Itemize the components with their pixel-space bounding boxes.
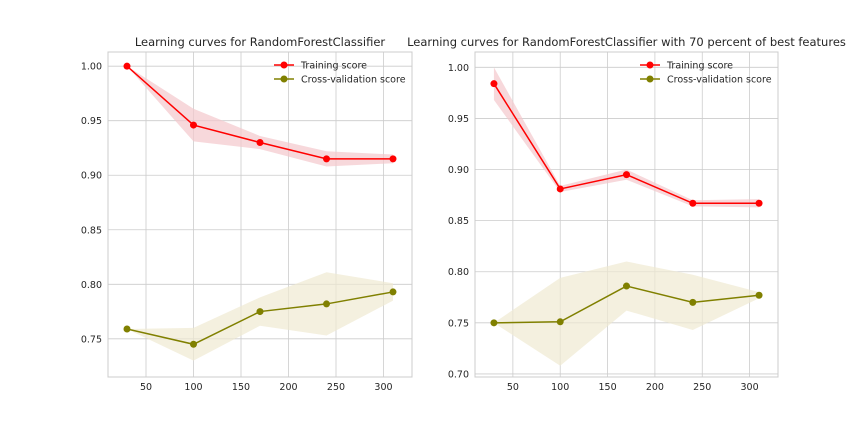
x-tick-label-4: 250 <box>327 382 345 393</box>
series-1-point-2 <box>256 139 264 147</box>
legend-label-2: Cross-validation score <box>301 75 406 86</box>
y-tick-label-2: 0.80 <box>448 267 469 278</box>
series-1-band <box>493 67 760 208</box>
series-2-point-4 <box>389 288 397 296</box>
axes-frame <box>474 51 779 378</box>
legend-label-2: Cross-validation score <box>667 75 772 86</box>
series-2-band <box>493 261 760 366</box>
series-2-band <box>127 272 393 361</box>
y-tick-label-3: 0.90 <box>81 171 102 182</box>
series-1-band <box>127 66 393 167</box>
x-tick-label-5: 300 <box>741 382 759 393</box>
y-tick-label-3: 0.85 <box>448 216 469 227</box>
axes-frame <box>107 51 413 378</box>
series-2-point-0 <box>123 325 131 333</box>
series-1-point-3 <box>323 155 330 163</box>
y-tick-label-4: 0.90 <box>448 165 469 176</box>
y-tick-label-4: 0.95 <box>81 116 102 127</box>
chart-2: 50 100 150 200 250 300 0.70 0.75 0.80 0.85 0.90 0.9… <box>407 35 846 393</box>
series-1-point-2 <box>623 171 630 179</box>
legend-label-1: Training score <box>666 61 733 72</box>
y-tick-label-2: 0.85 <box>81 225 102 236</box>
series-2-point-2 <box>623 282 630 290</box>
x-tick-label-1: 100 <box>184 382 202 393</box>
series-2-point-3 <box>323 300 330 308</box>
x-tick-label-0: 50 <box>507 382 519 393</box>
x-tick-label-1: 100 <box>551 382 569 393</box>
x-tick-label-0: 50 <box>140 382 152 393</box>
series-2-point-0 <box>490 319 498 327</box>
legend-marker-1 <box>646 61 654 69</box>
legend-marker-2 <box>280 75 288 83</box>
chart-1: 50 100 150 200 250 300 0.75 0.80 0.85 0.90 0.95 1.0… <box>81 35 413 393</box>
chart-title: Learning curves for RandomForestClassifi… <box>135 35 386 49</box>
y-tick-label-6: 1.00 <box>448 63 469 74</box>
series-2-point-1 <box>556 318 564 326</box>
y-tick-label-1: 0.75 <box>448 318 469 329</box>
plot-area <box>108 52 412 377</box>
y-tick-label-5: 1.00 <box>81 62 102 73</box>
series-1-point-0 <box>490 80 498 88</box>
x-tick-label-5: 300 <box>374 382 392 393</box>
series-1-point-0 <box>123 62 131 70</box>
y-tick-label-5: 0.95 <box>448 114 469 125</box>
x-tick-label-3: 200 <box>279 382 297 393</box>
x-tick-label-2: 150 <box>232 382 250 393</box>
series-1-point-4 <box>389 155 397 163</box>
series-2-point-3 <box>689 298 697 306</box>
series-2-point-4 <box>755 291 763 299</box>
y-tick-label-1: 0.80 <box>81 280 102 291</box>
x-tick-label-3: 200 <box>646 382 664 393</box>
x-tick-label-2: 150 <box>598 382 616 393</box>
series-1-point-1 <box>190 121 197 129</box>
x-tick-label-4: 250 <box>693 382 711 393</box>
legend-marker-2 <box>646 75 654 83</box>
series-1-point-4 <box>755 199 763 207</box>
legend-label-1: Training score <box>300 61 367 72</box>
series-2-point-2 <box>256 308 264 316</box>
legend-marker-1 <box>280 61 288 69</box>
series-1-point-3 <box>689 199 697 207</box>
y-tick-label-0: 0.70 <box>448 369 469 380</box>
chart-title: Learning curves for RandomForestClassifi… <box>407 35 846 49</box>
series-2-point-1 <box>190 340 197 348</box>
y-tick-label-0: 0.75 <box>81 334 102 345</box>
series-1-point-1 <box>556 185 564 193</box>
